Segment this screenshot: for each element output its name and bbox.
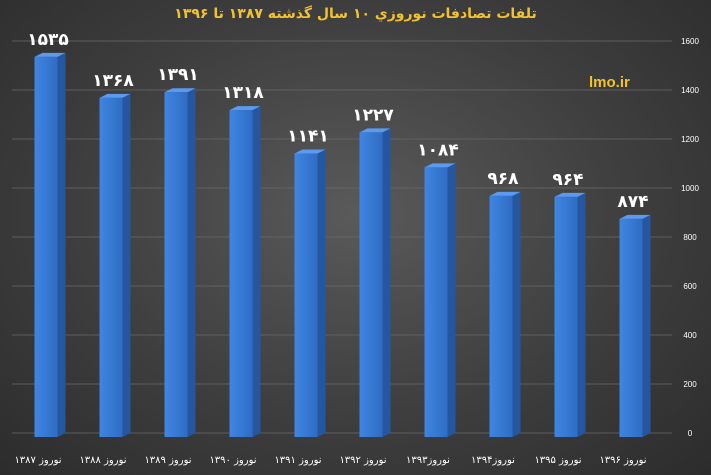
bar-side — [382, 128, 391, 437]
data-label: ۹۶۸ — [487, 169, 519, 189]
bar-top — [99, 93, 131, 98]
bar-top — [34, 52, 66, 57]
bar-side — [577, 192, 586, 437]
data-label: ۱۱۴۱ — [287, 126, 329, 146]
bar-side — [317, 149, 326, 437]
y-tick-label: 800 — [683, 233, 697, 242]
y-tick-label: 1600 — [681, 37, 699, 46]
bar-side — [252, 106, 261, 437]
bar-top — [229, 106, 261, 111]
x-tick-label: نوروز ۱۳۸۷ — [14, 455, 61, 466]
bar-top — [489, 191, 521, 196]
y-tick-label: 400 — [683, 331, 697, 340]
bar — [34, 56, 58, 438]
data-label: ۱۳۶۸ — [92, 71, 134, 91]
data-label: ۱۵۳۵ — [27, 30, 69, 50]
x-tick-label: نوروز ۱۳۹۲ — [339, 455, 386, 466]
bar — [619, 218, 643, 437]
bar-top — [554, 192, 586, 197]
y-tick-label: 1200 — [681, 135, 699, 144]
bar — [229, 110, 253, 437]
chart-title: تلفات تصادفات نوروزي ۱۰ سال گذشته ۱۳۸۷ ت… — [174, 6, 537, 22]
x-tick-label: نوروز ۱۳۹۵ — [534, 455, 581, 466]
bar-side — [447, 163, 456, 438]
bar — [99, 97, 123, 437]
y-tick-label: 600 — [683, 282, 697, 291]
bar — [554, 196, 578, 437]
y-tick-label: 0 — [688, 429, 693, 438]
x-tick-label: نوروز ۱۳۹۰ — [209, 455, 256, 466]
x-tick-label: نوروز ۱۳۹۶ — [599, 455, 646, 466]
x-tick-label: نوروز۱۳۹۴ — [471, 455, 515, 466]
x-tick-label: نوروز ۱۳۸۹ — [144, 455, 191, 466]
watermark: lmo.ir — [589, 74, 630, 91]
bar-top — [164, 88, 196, 93]
bar-side — [187, 88, 196, 437]
x-tick-label: نوروز۱۳۹۳ — [406, 455, 450, 466]
bar-top — [424, 163, 456, 168]
bar — [164, 92, 188, 437]
data-label: ۱۳۹۱ — [157, 65, 199, 85]
data-label: ۹۶۴ — [552, 170, 583, 190]
bar — [359, 132, 383, 437]
bar-side — [57, 52, 66, 438]
bar-side — [122, 93, 131, 437]
y-tick-label: 200 — [683, 380, 697, 389]
bar — [424, 167, 448, 438]
bar-top — [619, 214, 651, 219]
data-label: ۱۰۸۴ — [417, 140, 459, 160]
data-label: ۱۲۲۷ — [352, 105, 394, 125]
x-tick-label: نوروز ۱۳۹۱ — [274, 455, 321, 466]
y-tick-label: 1400 — [681, 86, 699, 95]
data-label: ۸۷۴ — [617, 192, 648, 212]
data-label: ۱۳۱۸ — [222, 83, 264, 103]
bar-top — [294, 149, 326, 154]
bar — [489, 195, 513, 437]
y-tick-label: 1000 — [681, 184, 699, 193]
bar-top — [359, 128, 391, 133]
bar — [294, 153, 318, 437]
bar-side — [642, 214, 651, 437]
x-tick-label: نوروز ۱۳۸۸ — [79, 455, 126, 466]
bar-side — [512, 191, 521, 437]
